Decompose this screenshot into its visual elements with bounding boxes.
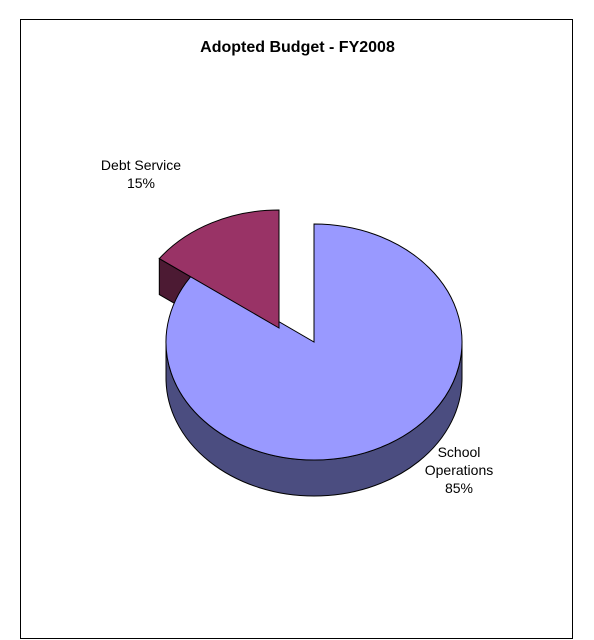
pie-label-debt-service: Debt Service 15% [81,156,201,192]
chart-frame: Adopted Budget - FY2008 Debt Service 15%… [20,19,573,639]
chart-title: Adopted Budget - FY2008 [200,39,395,56]
pie-label-school-operations-value: 85% [444,480,474,496]
pie-label-school-operations-name-2: Operations [424,462,494,478]
pie-label-school-operations: School Operations 85% [404,443,514,497]
pie-slice-school-operations [165,223,463,461]
pie-chart [158,209,463,497]
pie-label-debt-service-value: 15% [126,175,156,191]
pie-label-school-operations-name-1: School [437,444,481,460]
pie-slice-debt-service [158,209,280,329]
pie-label-debt-service-name: Debt Service [100,157,182,173]
